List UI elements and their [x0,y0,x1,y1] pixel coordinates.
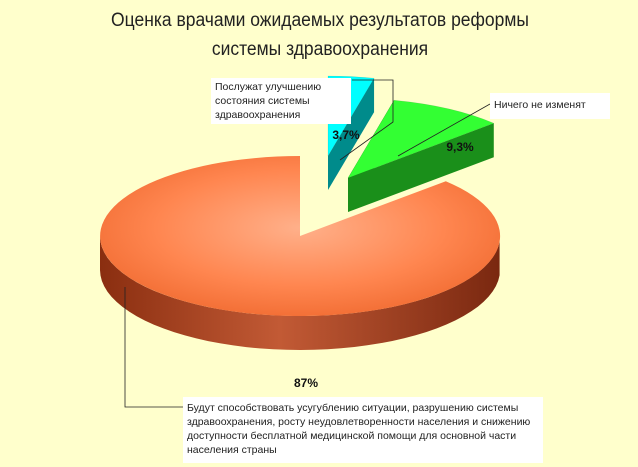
callout-nochange: Ничего не изменят [490,93,610,119]
callout-nochange-line: Ничего не изменят [494,99,586,111]
slice-worsen-top [100,156,501,316]
callout-worsen-line: населения страны [187,444,277,456]
chart-title: Оценка врачами ожидаемых результатов реф… [62,6,577,64]
callout-worsen-line: Будут способствовать усугублению ситуаци… [187,402,519,414]
leader-improve [339,79,394,161]
leader-worsen [124,287,183,408]
slice-improve-wall [328,78,375,190]
callout-worsen-line: здравоохранения, росту неудовлетвореннос… [187,416,531,428]
chart-title-line2: системы здравоохранения [211,39,429,60]
callout-improve-line: состояния системы [215,95,310,107]
slice-nochange-wall [348,123,494,212]
slice-nochange-top [347,99,495,179]
slice-worsen-side [100,236,500,350]
leader-nochange [397,103,491,157]
callout-worsen: Будут способствовать усугублению ситуаци… [183,397,543,463]
slice-label-worsen: 87% [294,376,318,390]
slice-label-improve: 3,7% [332,128,360,142]
pie-group [100,75,501,350]
callout-improve-line: Послужат улучшению [215,81,322,93]
slice-label-nochange: 9,3% [446,140,474,154]
callout-improve-line: здравоохранения [215,109,301,121]
callout-worsen-line: доступности бесплатной медицинской помощ… [187,430,517,442]
leader-lines [124,79,491,408]
callout-improve: Послужат улучшению состояния системы здр… [211,78,351,124]
chart-title-line1: Оценка врачами ожидаемых результатов реф… [111,10,529,31]
